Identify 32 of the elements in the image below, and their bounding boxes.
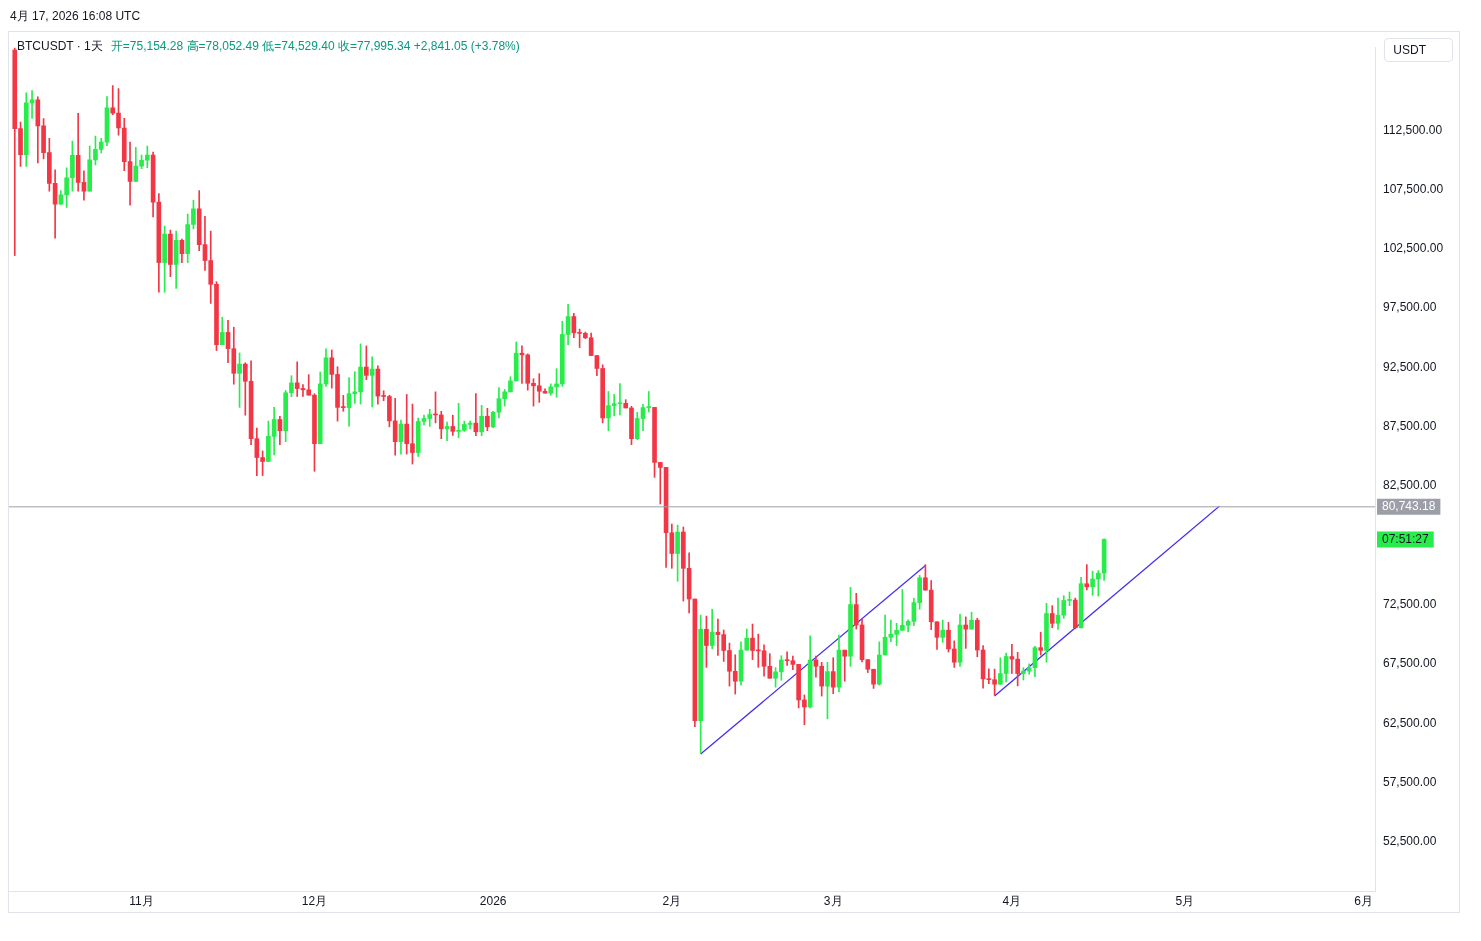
chart-title: BTCUSDT · 1天 [17, 39, 103, 53]
y-tick-label: 67,500.00 [1383, 656, 1437, 671]
y-tick-label: 107,500.00 [1383, 181, 1444, 196]
x-tick-label: 2月 [662, 894, 682, 909]
y-tick-label: 92,500.00 [1383, 359, 1437, 374]
candlestick [110, 85, 116, 116]
y-tick-label: 87,500.00 [1383, 419, 1437, 434]
chart-subtitle: 开=75,154.28 高=78,052.49 低=74,529.40 收=77,995.34 +2,841.05 (+3.78%) [110, 39, 520, 53]
text: 07:51:27 [1382, 531, 1430, 546]
candlestick [1084, 564, 1090, 591]
candlestick [963, 616, 969, 649]
text: 4月 17, 2026 16:08 UTC [9, 8, 142, 25]
y-tick-label: 57,500.00 [1383, 774, 1437, 789]
y-tick-label: 62,500.00 [1383, 715, 1437, 730]
x-tick-label: 4月 [1002, 894, 1022, 909]
y-tick-label: 72,500.00 [1383, 596, 1437, 611]
y-axis-title: USDT [1384, 38, 1453, 62]
y-tick-label: 82,500.00 [1383, 478, 1437, 493]
x-tick-label: 3月 [823, 894, 843, 909]
y-tick-label: 97,500.00 [1383, 300, 1437, 315]
y-tick-label: 52,500.00 [1383, 834, 1437, 849]
y-tick-label: 102,500.00 [1383, 241, 1444, 256]
x-tick-label: 12月 [301, 894, 328, 909]
candlestick [842, 649, 848, 682]
x-tick-label: 6月 [1354, 894, 1373, 909]
y-tick-label: 112,500.00 [1383, 122, 1443, 137]
candlestick [784, 651, 790, 666]
ref-line-label: 80,743.18 [1382, 499, 1436, 514]
x-tick-label: 2026 [479, 894, 507, 909]
x-tick-label: 11月 [129, 894, 154, 909]
candlestick [1038, 631, 1044, 656]
x-tick-label: 5月 [1175, 894, 1195, 909]
